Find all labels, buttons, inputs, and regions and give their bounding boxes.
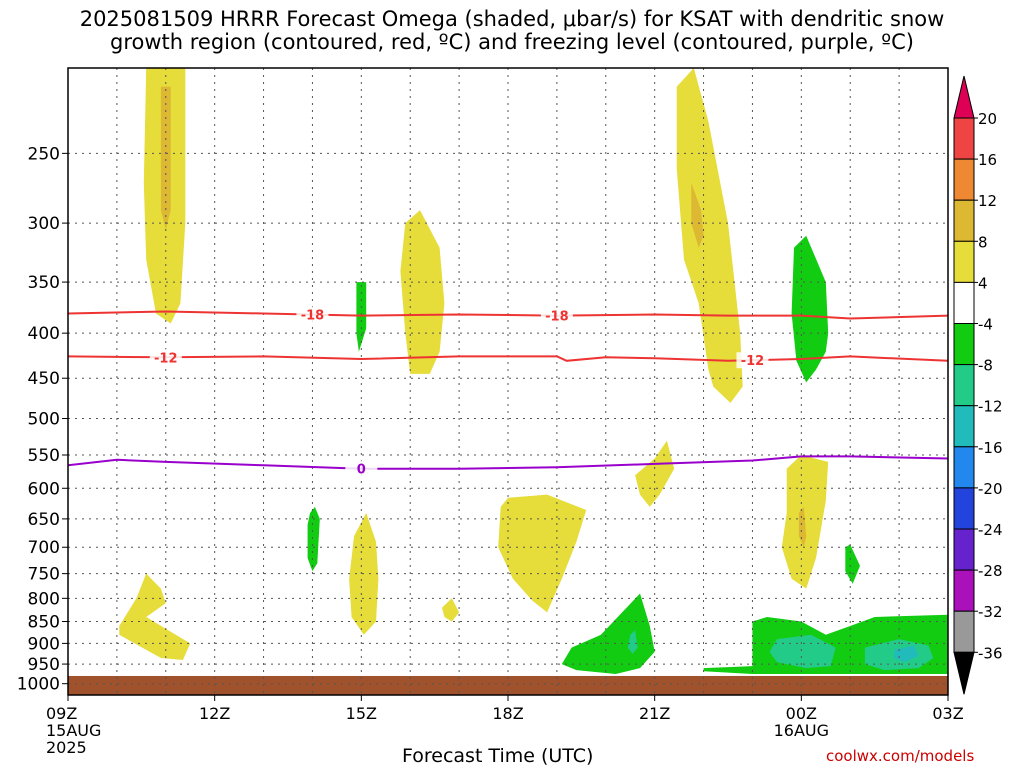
colorbar-label: -16 xyxy=(978,439,1003,457)
y-tick-label: 550 xyxy=(28,446,60,466)
colorbar-label: -4 xyxy=(978,316,993,334)
omega-region xyxy=(676,68,743,403)
contour-label: 0 xyxy=(357,463,366,478)
omega-region xyxy=(845,544,860,584)
contour-lines: -18 -18 -12 -12 0 xyxy=(68,306,948,478)
chart-title: 2025081509 HRRR Forecast Omega (shaded, … xyxy=(0,8,1024,54)
x-tick-label: 00Z xyxy=(786,704,817,723)
y-tick-label: 350 xyxy=(28,273,60,293)
omega-region xyxy=(498,494,587,613)
contour-label-bg xyxy=(149,349,182,366)
title-line-1: 2025081509 HRRR Forecast Omega (shaded, … xyxy=(79,7,945,31)
y-tick-label: 400 xyxy=(28,324,60,344)
colorbar-label: -28 xyxy=(978,562,1003,580)
omega-region xyxy=(356,282,367,352)
colorbar-label: -32 xyxy=(978,603,1003,621)
contour-label: -12 xyxy=(154,351,178,366)
contour-label: -18 xyxy=(301,309,325,324)
omega-region xyxy=(791,235,829,383)
x-tick-label: 18Z xyxy=(492,704,523,723)
x-tick-sublabel: 16AUG xyxy=(774,721,829,740)
omega-region xyxy=(442,598,460,622)
y-tick-label: 250 xyxy=(28,144,60,164)
contour-line xyxy=(68,355,948,362)
credit-text: coolwx.com/models xyxy=(826,747,975,765)
colorbar-label: -20 xyxy=(978,480,1003,498)
contour-label: -12 xyxy=(741,354,765,369)
y-tick-label: 950 xyxy=(28,655,60,675)
y-tick-label: 900 xyxy=(28,634,60,654)
omega-region xyxy=(691,182,704,248)
colorbar-swatch xyxy=(953,487,975,530)
colorbar-label: -36 xyxy=(978,644,1003,662)
colorbar-swatch xyxy=(953,323,975,366)
colorbar-swatch xyxy=(953,199,975,242)
y-tick-label: 750 xyxy=(28,565,60,585)
x-tick-sublabel: 2025 xyxy=(46,738,87,757)
y-tick-label: 300 xyxy=(28,214,60,234)
y-tick-label: 600 xyxy=(28,479,60,499)
omega-shading xyxy=(119,68,948,674)
colorbar-swatch xyxy=(953,281,975,324)
colorbar-swatch xyxy=(953,528,975,571)
contour-line xyxy=(68,455,948,470)
colorbar-label: -24 xyxy=(978,521,1003,539)
y-tick-label: 700 xyxy=(28,538,60,558)
colorbar-label: -8 xyxy=(978,357,993,375)
contour-label-bg xyxy=(296,306,329,323)
omega-region xyxy=(160,86,171,230)
colorbar-swatch xyxy=(953,240,975,283)
colorbar-label: 8 xyxy=(978,233,988,251)
colorbar-swatch xyxy=(953,405,975,448)
omega-region xyxy=(798,506,807,548)
omega-region xyxy=(894,645,919,663)
colorbar-bottom-arrow xyxy=(953,651,975,695)
y-tick-label: 500 xyxy=(28,410,60,430)
omega-region xyxy=(635,440,675,507)
x-axis-label: Forecast Time (UTC) xyxy=(402,745,594,767)
x-tick-label: 03Z xyxy=(932,704,963,723)
colorbar-label: 16 xyxy=(978,151,997,169)
contour-label-bg xyxy=(736,352,769,369)
title-line-2: growth region (contoured, red, ºC) and f… xyxy=(110,30,914,54)
colorbar-swatch xyxy=(953,610,975,653)
contour-label: -18 xyxy=(545,310,569,325)
colorbar-label: 20 xyxy=(978,110,997,128)
x-tick-label: 21Z xyxy=(639,704,670,723)
y-tick-label: 450 xyxy=(28,369,60,389)
x-tick-sublabel: 15AUG xyxy=(46,721,101,740)
colorbar-swatch xyxy=(953,117,975,160)
y-tick-label: 650 xyxy=(28,510,60,530)
colorbar-label: 4 xyxy=(978,274,988,292)
omega-region xyxy=(627,630,638,654)
grid-lines xyxy=(68,68,948,695)
colorbar-swatch xyxy=(953,364,975,407)
x-tick-label: 12Z xyxy=(199,704,230,723)
colorbar-top-arrow xyxy=(953,75,975,119)
y-axis-ticks: 2503003504004505005506006507007508008509… xyxy=(17,144,68,695)
omega-region xyxy=(769,634,836,669)
omega-region xyxy=(561,593,655,674)
contour-label-bg xyxy=(345,460,378,477)
colorbar-swatch xyxy=(953,569,975,612)
colorbar-label: -12 xyxy=(978,398,1003,416)
x-tick-label: 09Z xyxy=(46,704,77,723)
omega-region xyxy=(400,210,445,374)
omega-region xyxy=(119,573,191,660)
colorbar-swatch xyxy=(953,446,975,489)
colorbar: 20 16 12 8 4 -4 -8 -12 -16 -20 -24 -28 -32 -36 xyxy=(953,75,1003,695)
y-tick-label: 800 xyxy=(28,589,60,609)
y-tick-label: 850 xyxy=(28,613,60,633)
x-tick-label: 15Z xyxy=(346,704,377,723)
y-tick-label: 1000 xyxy=(17,675,60,695)
omega-region xyxy=(307,506,320,572)
contour-label-bg xyxy=(540,307,573,324)
colorbar-label: 12 xyxy=(978,192,997,210)
colorbar-swatch xyxy=(953,158,975,201)
